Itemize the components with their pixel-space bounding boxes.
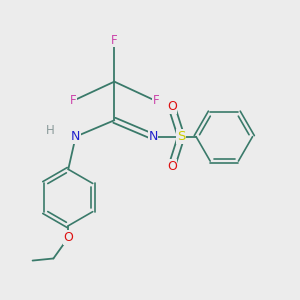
Text: O: O xyxy=(167,160,177,173)
Text: F: F xyxy=(69,94,76,107)
Text: N: N xyxy=(148,130,158,143)
Text: N: N xyxy=(71,130,80,143)
Text: O: O xyxy=(167,100,177,113)
Text: O: O xyxy=(63,231,73,244)
Text: S: S xyxy=(177,130,185,143)
Text: F: F xyxy=(153,94,159,107)
Text: H: H xyxy=(46,124,55,137)
Text: F: F xyxy=(111,34,118,46)
